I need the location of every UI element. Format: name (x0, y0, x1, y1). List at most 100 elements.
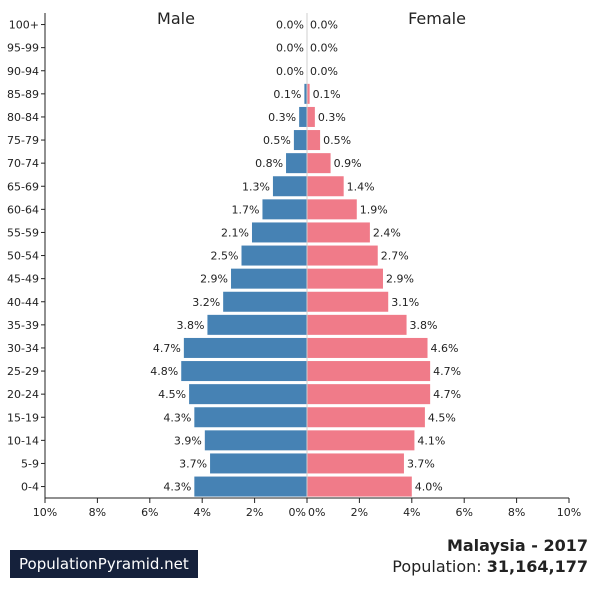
age-group-label: 80-84 (7, 111, 39, 124)
x-tick-label: 8% (508, 506, 525, 519)
female-bar (307, 176, 344, 197)
male-bar (293, 130, 307, 151)
x-tick-label: 10% (33, 506, 57, 519)
female-value-label: 0.0% (310, 19, 338, 32)
x-tick-label: 2% (351, 506, 368, 519)
male-bar (204, 430, 307, 451)
male-value-label: 0.0% (276, 42, 304, 55)
male-bar (304, 83, 307, 104)
male-bar (272, 176, 307, 197)
male-bar (231, 268, 307, 289)
female-value-label: 1.9% (360, 203, 388, 216)
male-value-label: 0.8% (255, 157, 283, 170)
male-value-label: 3.2% (192, 296, 220, 309)
female-bar (307, 453, 404, 474)
male-value-label: 0.5% (263, 134, 291, 147)
female-value-label: 0.5% (323, 134, 351, 147)
population-value: 31,164,177 (486, 557, 588, 576)
female-bar (307, 245, 378, 266)
female-bar (307, 384, 431, 405)
male-bar (251, 222, 307, 243)
x-tick-label: 2% (246, 506, 263, 519)
female-bar (307, 361, 431, 382)
female-bar (307, 83, 310, 104)
female-bar (307, 268, 383, 289)
male-bar (241, 245, 307, 266)
legend-male: Male (157, 9, 195, 28)
x-tick-label: 4% (193, 506, 210, 519)
female-bar (307, 153, 331, 174)
female-value-label: 4.5% (428, 411, 456, 424)
female-value-label: 4.7% (433, 365, 461, 378)
male-value-label: 4.8% (150, 365, 178, 378)
male-bar (181, 361, 307, 382)
age-group-label: 5-9 (21, 457, 39, 470)
male-value-label: 4.7% (153, 342, 181, 355)
male-value-label: 3.9% (174, 434, 202, 447)
age-group-label: 10-14 (7, 434, 39, 447)
x-tick-label: 4% (403, 506, 420, 519)
x-tick-label: 6% (455, 506, 472, 519)
female-value-label: 0.9% (334, 157, 362, 170)
male-value-label: 2.1% (221, 226, 249, 239)
age-group-label: 100+ (9, 19, 39, 32)
female-bar (307, 291, 389, 312)
female-bar (307, 407, 425, 428)
male-value-label: 4.3% (163, 411, 191, 424)
male-value-label: 2.5% (211, 250, 239, 263)
age-group-label: 40-44 (7, 296, 39, 309)
x-tick-label: 0% (308, 506, 325, 519)
x-tick-label: 6% (141, 506, 158, 519)
male-value-label: 3.8% (176, 319, 204, 332)
male-bar (286, 153, 307, 174)
female-value-label: 0.3% (318, 111, 346, 124)
age-group-label: 0-4 (21, 481, 39, 494)
female-value-label: 4.1% (417, 434, 445, 447)
x-tick-label: 10% (557, 506, 581, 519)
male-value-label: 1.3% (242, 180, 270, 193)
male-bar (210, 453, 307, 474)
age-group-label: 75-79 (7, 134, 39, 147)
female-value-label: 4.6% (431, 342, 459, 355)
x-tick-label: 8% (89, 506, 106, 519)
female-value-label: 2.9% (386, 273, 414, 286)
male-bar (223, 291, 307, 312)
male-bar (183, 337, 307, 358)
female-bar (307, 106, 315, 127)
age-group-label: 20-24 (7, 388, 39, 401)
x-tick-label: 0% (289, 506, 306, 519)
male-value-label: 3.7% (179, 457, 207, 470)
male-value-label: 0.3% (268, 111, 296, 124)
female-value-label: 2.4% (373, 226, 401, 239)
population-text: Population: 31,164,177 (392, 557, 588, 576)
female-bar (307, 199, 357, 220)
male-bar (194, 476, 307, 497)
age-group-label: 70-74 (7, 157, 39, 170)
female-value-label: 2.7% (381, 250, 409, 263)
female-bar (307, 337, 428, 358)
male-bar (194, 407, 307, 428)
male-bar (189, 384, 307, 405)
female-value-label: 4.0% (415, 481, 443, 494)
male-value-label: 0.0% (276, 65, 304, 78)
female-value-label: 0.0% (310, 42, 338, 55)
site-logo[interactable]: PopulationPyramid.net (10, 550, 198, 578)
age-group-label: 50-54 (7, 250, 39, 263)
male-value-label: 1.7% (232, 203, 260, 216)
legend-female: Female (408, 9, 466, 28)
chart-title: Malaysia - 2017 (446, 536, 588, 555)
male-bar (207, 314, 307, 335)
male-bar (262, 199, 307, 220)
female-value-label: 4.7% (433, 388, 461, 401)
female-value-label: 1.4% (347, 180, 375, 193)
male-value-label: 0.1% (273, 88, 301, 101)
female-bar (307, 314, 407, 335)
female-value-label: 0.1% (313, 88, 341, 101)
age-group-label: 95-99 (7, 42, 39, 55)
age-group-label: 65-69 (7, 180, 39, 193)
female-bar (307, 430, 415, 451)
female-bar (307, 476, 412, 497)
age-group-label: 15-19 (7, 411, 39, 424)
male-value-label: 4.5% (158, 388, 186, 401)
female-value-label: 0.0% (310, 65, 338, 78)
